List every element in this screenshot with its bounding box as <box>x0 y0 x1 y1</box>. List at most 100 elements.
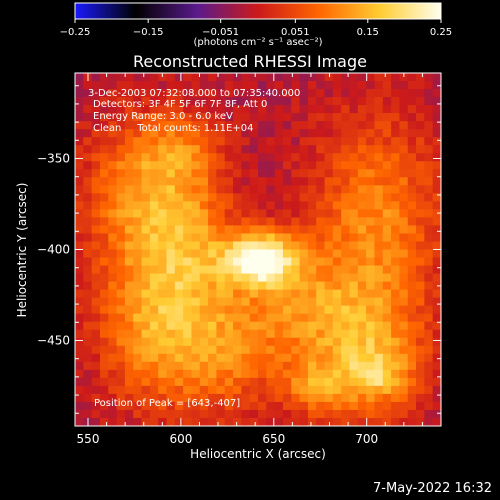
heatmap-cell <box>75 313 84 323</box>
heatmap-cell <box>208 369 218 379</box>
heatmap-cell <box>357 257 367 267</box>
heatmap-cell <box>241 89 251 98</box>
heatmap-cell <box>266 281 276 291</box>
heatmap-cell <box>416 369 425 379</box>
heatmap-cell <box>99 313 109 323</box>
heatmap-cell <box>158 105 168 114</box>
heatmap-cell <box>233 73 242 82</box>
heatmap-cell <box>316 249 326 259</box>
heatmap-cell <box>191 361 201 371</box>
heatmap-cell <box>374 145 384 154</box>
heatmap-cell <box>399 345 409 355</box>
heatmap-cell <box>216 361 226 371</box>
heatmap-cell <box>75 321 84 331</box>
heatmap-cell <box>258 249 267 259</box>
heatmap-cell <box>407 313 417 323</box>
heatmap-cell <box>149 145 159 154</box>
heatmap-cell <box>291 185 301 194</box>
heatmap-cell <box>149 217 159 227</box>
heatmap-cell <box>291 89 301 98</box>
heatmap-cell <box>407 329 417 339</box>
heatmap-cell <box>124 393 134 403</box>
heatmap-cell <box>241 361 251 371</box>
heatmap-cell <box>191 265 201 275</box>
heatmap-cell <box>216 105 226 114</box>
heatmap-cell <box>282 377 292 387</box>
heatmap-cell <box>149 273 159 283</box>
heatmap-cell <box>199 265 209 275</box>
heatmap-cell <box>416 177 425 186</box>
heatmap-cell <box>316 337 326 347</box>
heatmap-cell <box>391 193 401 202</box>
heatmap-cell <box>341 209 351 219</box>
heatmap-cell <box>416 201 425 210</box>
heatmap-cell <box>208 409 218 419</box>
heatmap-cell <box>183 113 193 122</box>
heatmap-cell <box>241 393 251 403</box>
heatmap-cell <box>124 401 134 411</box>
heatmap-cell <box>374 361 384 371</box>
heatmap-cell <box>407 129 417 138</box>
heatmap-cell <box>75 401 84 411</box>
heatmap-cell <box>116 193 126 202</box>
heatmap-cell <box>141 257 151 267</box>
heatmap-cell <box>75 393 84 403</box>
heatmap-cell <box>391 161 401 170</box>
heatmap-cell <box>191 377 201 387</box>
heatmap-cell <box>357 97 367 106</box>
heatmap-cell <box>307 377 317 387</box>
heatmap-cell <box>391 225 401 235</box>
heatmap-cell <box>241 265 251 275</box>
heatmap-cell <box>357 409 367 419</box>
heatmap-cell <box>124 217 134 227</box>
heatmap-cell <box>191 105 201 114</box>
heatmap-cell <box>316 97 326 106</box>
heatmap-cell <box>382 305 392 315</box>
heatmap-cell <box>374 321 384 331</box>
heatmap-cell <box>391 257 401 267</box>
heatmap-cell <box>416 209 425 219</box>
heatmap-cell <box>324 161 334 170</box>
heatmap-cell <box>357 177 367 186</box>
heatmap-cell <box>424 105 434 114</box>
heatmap-cell <box>149 209 159 219</box>
heatmap-cell <box>341 113 351 122</box>
heatmap-cell <box>399 417 409 426</box>
heatmap-cell <box>108 201 118 210</box>
heatmap-cell <box>116 401 126 411</box>
heatmap-cell <box>199 169 209 178</box>
heatmap-cell <box>116 209 126 219</box>
heatmap-cell <box>116 289 126 299</box>
heatmap-cell <box>349 97 359 106</box>
heatmap-cell <box>116 225 126 235</box>
heatmap-cell <box>282 233 292 243</box>
heatmap-cell <box>199 249 209 259</box>
heatmap-cell <box>407 385 417 395</box>
heatmap-cell <box>224 353 234 363</box>
heatmap-cell <box>141 89 151 98</box>
heatmap-cell <box>216 289 226 299</box>
heatmap-cell <box>282 265 292 275</box>
heatmap-cell <box>183 297 193 307</box>
heatmap-cell <box>382 145 392 154</box>
heatmap-cell <box>307 121 317 130</box>
heatmap-cell <box>407 353 417 363</box>
heatmap-cell <box>149 353 159 363</box>
heatmap-cell <box>183 153 193 162</box>
heatmap-cell <box>99 201 109 210</box>
heatmap-cell <box>258 145 267 154</box>
heatmap-cell <box>91 97 101 106</box>
heatmap-cell <box>174 145 184 154</box>
heatmap-cell <box>316 257 326 267</box>
heatmap-cell <box>241 217 251 227</box>
heatmap-cell <box>349 361 359 371</box>
heatmap-cell <box>424 153 434 162</box>
heatmap-cell <box>366 385 376 395</box>
heatmap-cell <box>108 369 118 379</box>
heatmap-cell <box>366 169 376 178</box>
heatmap-cell <box>208 305 218 315</box>
heatmap-cell <box>75 129 84 138</box>
heatmap-cell <box>332 385 342 395</box>
heatmap-cell <box>316 193 326 202</box>
heatmap-cell <box>183 361 193 371</box>
